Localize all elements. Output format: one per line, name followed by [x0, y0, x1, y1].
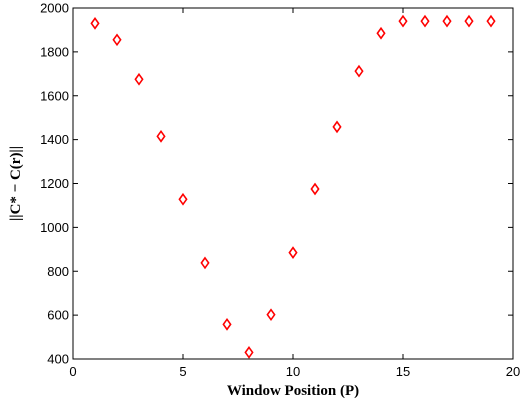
data-point-marker: [442, 14, 452, 28]
data-point-marker: [156, 129, 166, 143]
data-markers: [90, 14, 496, 359]
x-tick-label: 5: [179, 364, 186, 379]
y-tick-label: 1800: [40, 44, 69, 59]
data-point-marker: [178, 192, 188, 206]
y-tick-label: 1000: [40, 220, 69, 235]
data-point-marker: [332, 120, 342, 134]
x-tick-label: 15: [396, 364, 410, 379]
data-point-marker: [376, 26, 386, 40]
y-tick-label: 800: [47, 264, 69, 279]
data-point-marker: [420, 14, 430, 28]
data-point-marker: [486, 14, 496, 28]
data-point-marker: [112, 33, 122, 47]
y-tick-label: 1400: [40, 132, 69, 147]
data-point-marker: [244, 346, 254, 359]
data-point-marker: [354, 64, 364, 78]
y-axis-label: ||C* − C(r)||: [8, 146, 24, 221]
data-point-marker: [464, 14, 474, 28]
data-point-marker: [200, 256, 210, 270]
data-point-marker: [222, 317, 232, 331]
x-tick-label: 10: [286, 364, 300, 379]
y-tick-label: 1600: [40, 88, 69, 103]
x-tick-label: 20: [506, 364, 520, 379]
x-axis-label: Window Position (P): [227, 383, 359, 399]
data-point-marker: [134, 72, 144, 86]
y-tick-label: 1200: [40, 176, 69, 191]
y-tick-label: 400: [47, 352, 69, 367]
data-point-marker: [310, 182, 320, 196]
data-point-marker: [266, 308, 276, 322]
data-point-marker: [288, 246, 298, 259]
data-point-marker: [398, 14, 408, 28]
x-tick-label: 0: [69, 364, 76, 379]
axis-ticks: 0 5 10 15 20 400 600 800 1000 1200 1400 1600 1800 200…: [40, 1, 520, 380]
plot-area-frame: [72, 7, 514, 360]
y-tick-label: 600: [47, 308, 69, 323]
y-tick-label: 2000: [40, 1, 69, 16]
data-point-marker: [90, 16, 100, 30]
